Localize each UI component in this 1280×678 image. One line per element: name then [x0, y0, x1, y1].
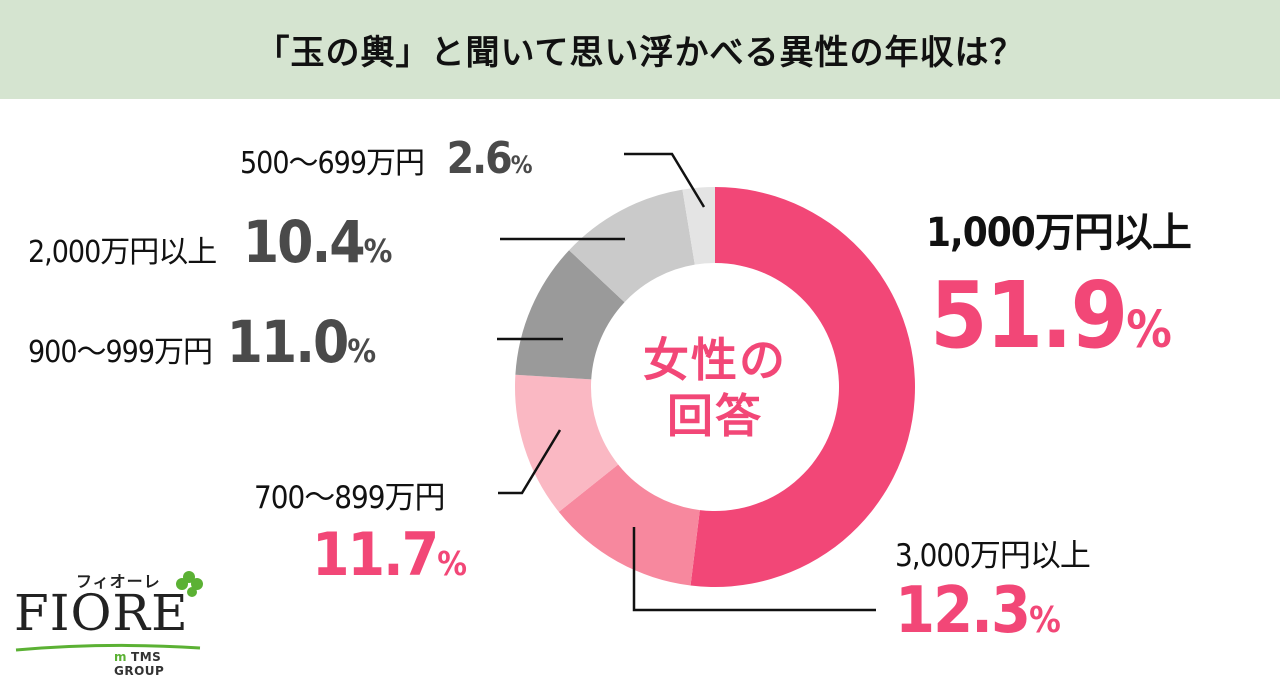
- leader-line-500: [624, 152, 706, 208]
- percent-value-700-899: 11.7%: [312, 520, 467, 590]
- donut-slice-4: [569, 189, 695, 303]
- percent-value-3000-plus: 12.3%: [895, 574, 1061, 648]
- donut-slice-1: [558, 464, 700, 586]
- category-label: 500〜699万円: [240, 146, 425, 181]
- donut-slice-5: [682, 187, 715, 265]
- donut-slices: [515, 187, 916, 587]
- header-banner: 「玉の輿」と聞いて思い浮かべる異性の年収は？: [0, 0, 1280, 99]
- category-label: 1,000万円以上: [926, 210, 1192, 256]
- center-label-line2: 回答: [667, 389, 763, 443]
- logo-swoosh: [15, 643, 201, 652]
- donut-slice-3: [515, 250, 625, 380]
- leader-line-3000: [632, 527, 876, 612]
- percent-value: 11.0%: [226, 308, 377, 376]
- category-label: 3,000万円以上: [895, 538, 1091, 574]
- label-500-699: 500〜699万円 2.6%: [240, 133, 533, 184]
- leader-lines: [497, 152, 876, 612]
- label-2000-plus: 2,000万円以上 10.4%: [28, 208, 392, 276]
- percent-value: 2.6%: [446, 133, 533, 184]
- label-3000-plus: 3,000万円以上: [895, 530, 1091, 575]
- label-700-899: 700〜899万円: [254, 472, 445, 517]
- logo-kana: フィオーレ: [76, 572, 161, 591]
- donut-slice-0: [690, 187, 916, 587]
- donut-slice-2: [515, 374, 619, 512]
- page-title: 「玉の輿」と聞いて思い浮かべる異性の年収は？: [255, 33, 1025, 73]
- logo-wordmark: FIORE: [14, 584, 189, 642]
- percent-value: 10.4%: [242, 208, 393, 276]
- center-label-line1: 女性の: [643, 333, 787, 387]
- category-label: 2,000万円以上: [28, 235, 217, 270]
- leader-line-700: [498, 429, 562, 495]
- fiore-logo: フィオーレ FIORE m TMS GROUP: [14, 568, 214, 678]
- label-1000-plus: 1,000万円以上: [926, 200, 1192, 258]
- percent-value-1000-plus: 51.9%: [930, 262, 1172, 369]
- label-900-999: 900〜999万円 11.0%: [28, 308, 376, 376]
- category-label: 700〜899万円: [254, 480, 445, 516]
- logo-group: m TMS GROUP: [114, 650, 165, 678]
- clover-icon: [176, 571, 203, 597]
- category-label: 900〜999万円: [28, 335, 213, 370]
- tms-mark-icon: m: [114, 650, 128, 664]
- center-label: 女性の 回答: [615, 332, 815, 444]
